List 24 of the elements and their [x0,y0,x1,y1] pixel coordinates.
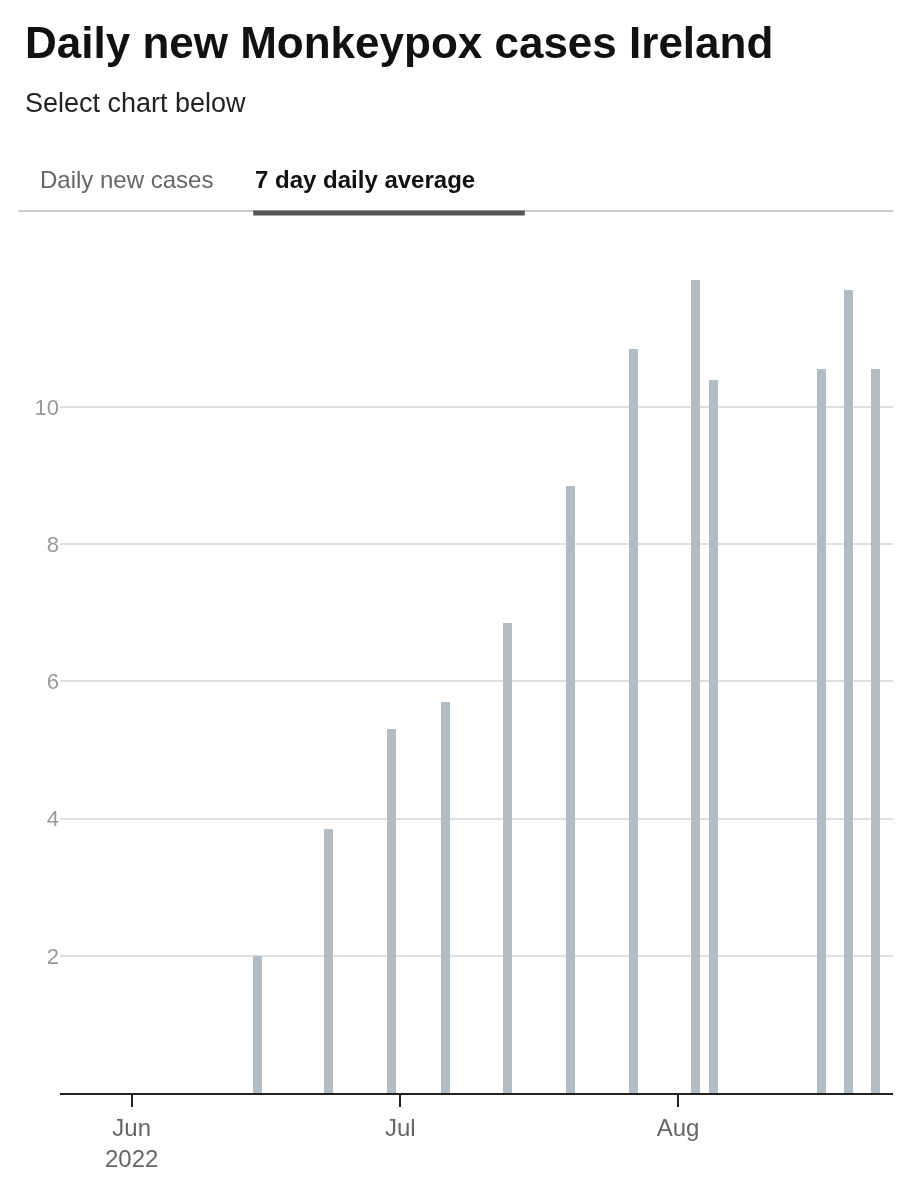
x-tick-label: Jul [385,1113,416,1141]
bar [566,486,575,1093]
text: 7 day daily average [255,166,476,193]
bar [324,829,333,1093]
y-tick-label: 8 [46,531,59,557]
bar [844,290,853,1093]
x-tick-label: Jun 2022 [104,1113,159,1172]
bar [709,380,718,1093]
text: Daily new cases [40,166,214,193]
y-tick-label: 6 [46,669,59,695]
y-tick-label: 2 [46,943,59,969]
x-tick-label: Aug [656,1113,700,1141]
bar [503,623,512,1093]
y-tick-label: 4 [46,806,59,832]
chart-title: Daily new Monkeypox cases Ireland [25,18,774,67]
bar [817,369,826,1093]
bar [387,729,396,1093]
bar [871,369,880,1093]
bar [691,280,700,1093]
bar [629,349,638,1093]
bar [441,702,450,1093]
bar [253,956,262,1093]
y-tick-label: 10 [34,394,59,420]
chart-subtitle: Select chart below [25,88,247,118]
